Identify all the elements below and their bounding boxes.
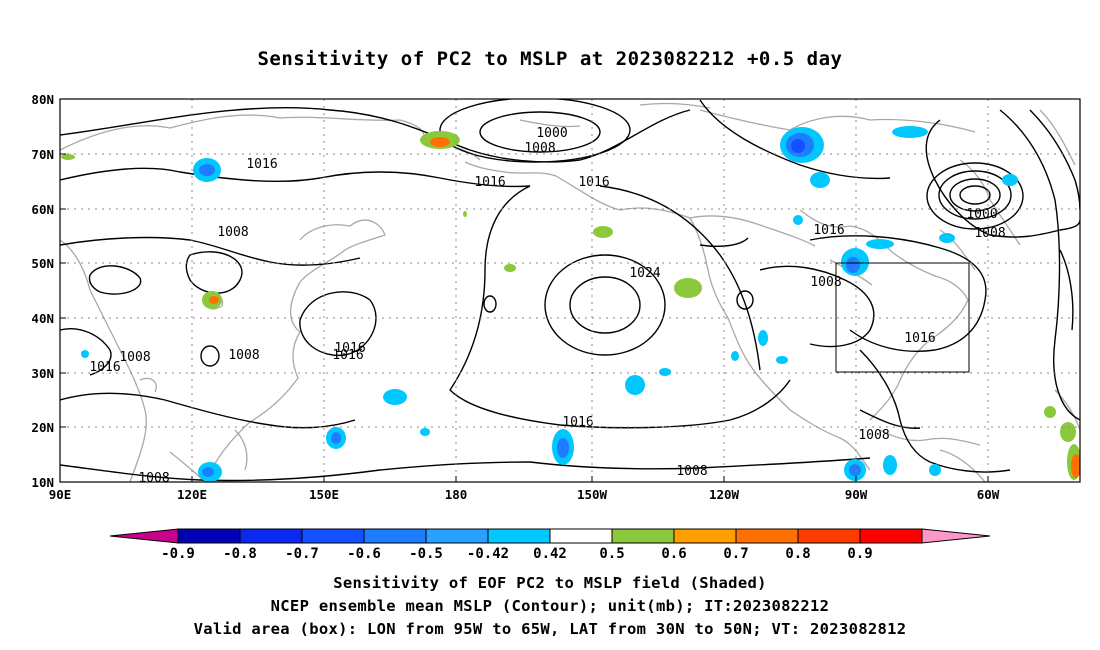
colorbar-label: -0.5 — [409, 546, 443, 562]
colorbar-segment — [859, 528, 923, 544]
gridlines — [60, 99, 1080, 482]
lat-label: 40N — [31, 311, 54, 326]
lon-label: 120W — [709, 487, 740, 502]
colorbar-label: 0.5 — [599, 546, 624, 562]
colorbar-label: -0.7 — [285, 546, 319, 562]
colorbar-segment — [487, 528, 551, 544]
lon-label: 60W — [977, 487, 1000, 502]
sensitivity-shading — [61, 126, 1080, 482]
colorbar-segment — [735, 528, 799, 544]
lat-label: 20N — [31, 420, 54, 435]
lon-label: 90W — [845, 487, 868, 502]
caption-line-3: Valid area (box): LON from 95W to 65W, L… — [193, 620, 907, 638]
contour-label: 1008 — [217, 225, 248, 240]
contour-label: 1016 — [578, 175, 609, 190]
colorbar-segment — [177, 528, 241, 544]
colorbar-arrow-low — [109, 528, 179, 544]
contour-label: 1008 — [676, 464, 707, 479]
colorbar-label: -0.42 — [467, 546, 509, 562]
caption-line-1: Sensitivity of EOF PC2 to MSLP field (Sh… — [333, 574, 767, 592]
valid-area-box — [835, 262, 970, 373]
colorbar-arrow-high — [921, 528, 991, 544]
contour-label: 1008 — [810, 275, 841, 290]
lat-label: 80N — [31, 92, 54, 107]
colorbar-label: 0.42 — [533, 546, 567, 562]
contour-label: 1000 — [536, 126, 567, 141]
colorbar-segment — [549, 528, 613, 544]
contour-label: 1016 — [813, 223, 844, 238]
contour-label: 1008 — [974, 226, 1005, 241]
lat-label: 30N — [31, 366, 54, 381]
colorbar: -0.9 -0.8 -0.7 -0.6 -0.5 -0.42 0.42 0.5 0.6 0.7 0.… — [109, 528, 991, 562]
contour-label: 1016 — [89, 360, 120, 375]
colorbar-label: 0.6 — [661, 546, 686, 562]
colorbar-segment — [797, 528, 861, 544]
contour-label: 1016 — [246, 157, 277, 172]
contour-label: 1008 — [228, 348, 259, 363]
contour-label: 1016 — [332, 348, 363, 363]
mslp-contours — [60, 99, 1080, 482]
contour-label: 1016 — [334, 341, 365, 356]
contour-label: 1008 — [119, 350, 150, 365]
contour-label: 1016 — [904, 331, 935, 346]
colorbar-segment — [425, 528, 489, 544]
colorbar-label: 0.9 — [847, 546, 872, 562]
colorbar-label: -0.6 — [347, 546, 381, 562]
lon-label: 150W — [577, 487, 608, 502]
contour-label: 1008 — [858, 428, 889, 443]
colorbar-label: 0.8 — [785, 546, 810, 562]
lat-label: 50N — [31, 256, 54, 271]
contour-label: 1000 — [966, 207, 997, 222]
colorbar-segment — [673, 528, 737, 544]
colorbar-label: -0.8 — [223, 546, 257, 562]
lon-label: 150E — [309, 487, 339, 502]
lat-label: 70N — [31, 147, 54, 162]
caption-line-2: NCEP ensemble mean MSLP (Contour); unit(… — [270, 597, 830, 615]
contour-label: 1016 — [562, 415, 593, 430]
plot-frame — [59, 98, 1081, 483]
colorbar-segment — [611, 528, 675, 544]
map-title: Sensitivity of PC2 to MSLP at 2023082212… — [257, 48, 843, 70]
contour-label: 1016 — [474, 175, 505, 190]
colorbar-label: 0.7 — [723, 546, 748, 562]
lon-label: 90E — [49, 487, 72, 502]
lon-label: 180 — [445, 487, 468, 502]
colorbar-label: -0.9 — [161, 546, 195, 562]
colorbar-segment — [301, 528, 365, 544]
colorbar-segment — [239, 528, 303, 544]
contour-label: 1008 — [524, 141, 555, 156]
contour-label: 1024 — [629, 266, 660, 281]
colorbar-segment — [363, 528, 427, 544]
lat-label: 60N — [31, 202, 54, 217]
contour-label: 1008 — [138, 471, 169, 486]
coastlines — [60, 102, 1080, 482]
lat-label: 10N — [31, 475, 54, 490]
lon-label: 120E — [177, 487, 207, 502]
